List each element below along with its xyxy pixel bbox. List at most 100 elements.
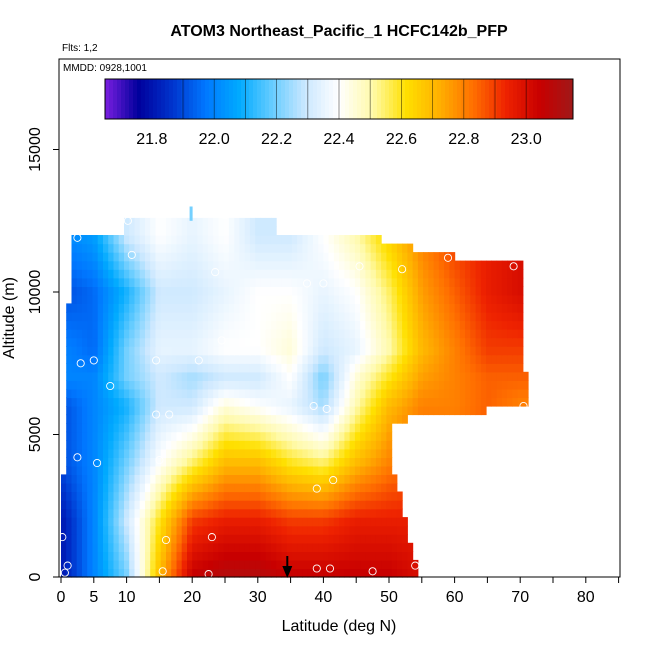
field-cell <box>323 525 330 535</box>
field-cell <box>318 559 324 570</box>
field-cell <box>150 465 156 475</box>
field-cell <box>286 354 293 364</box>
field-cell <box>297 354 303 364</box>
field-cell <box>297 252 303 262</box>
field-cell <box>412 337 419 347</box>
field-cell <box>307 431 314 441</box>
field-cell <box>150 329 156 339</box>
field-cell <box>76 354 83 364</box>
field-cell <box>297 380 303 390</box>
field-cell <box>129 482 135 493</box>
sample-point <box>63 561 72 570</box>
field-cell <box>428 371 435 381</box>
field-cell <box>444 260 450 270</box>
field-cell <box>265 551 272 561</box>
field-cell <box>323 337 330 347</box>
field-cell <box>291 303 298 313</box>
field-cell <box>192 525 198 535</box>
field-cell <box>145 423 151 433</box>
field-cell <box>223 252 230 262</box>
field-cell <box>87 243 93 253</box>
field-cell <box>517 311 524 322</box>
field-cell <box>181 235 188 245</box>
sample-point <box>217 336 226 345</box>
field-cell <box>239 243 246 253</box>
field-cell <box>375 491 382 501</box>
field-cell <box>192 217 198 228</box>
field-cell <box>265 252 272 262</box>
field-cell <box>276 525 282 535</box>
field-cell <box>318 269 324 279</box>
field-cell <box>312 423 319 433</box>
field-cell <box>344 303 351 313</box>
field-cell <box>134 559 141 570</box>
field-cell <box>171 269 177 279</box>
field-cell <box>234 286 240 296</box>
field-cell <box>260 235 267 245</box>
field-cell <box>291 380 298 390</box>
field-cell <box>417 406 424 416</box>
field-cell <box>249 440 256 450</box>
field-cell <box>92 474 99 484</box>
field-cell <box>160 448 167 458</box>
field-cell <box>344 414 351 424</box>
field-cell <box>228 252 235 262</box>
field-cell <box>396 414 403 424</box>
field-cell <box>124 269 130 279</box>
field-cell <box>160 423 167 433</box>
field-cell <box>228 508 235 518</box>
field-cell <box>470 354 477 364</box>
field-cell <box>92 440 99 450</box>
field-cell <box>370 235 377 245</box>
field-cell <box>249 397 256 407</box>
field-cell <box>391 406 398 416</box>
field-cell <box>375 286 382 296</box>
field-cell <box>129 491 135 501</box>
field-cell <box>244 252 251 262</box>
field-cell <box>118 440 125 450</box>
field-cell <box>103 406 109 416</box>
field-cell <box>265 542 272 552</box>
field-cell <box>187 397 193 407</box>
field-cell <box>391 346 398 356</box>
field-cell <box>302 491 309 501</box>
field-cell <box>129 294 135 304</box>
field-cell <box>228 235 235 245</box>
field-cell <box>396 568 403 578</box>
field-cell <box>255 431 261 441</box>
field-cell <box>270 243 277 253</box>
field-cell <box>61 500 67 510</box>
field-cell <box>312 243 319 253</box>
field-cell <box>249 303 256 313</box>
field-cell <box>449 371 456 381</box>
field-cell <box>417 320 424 330</box>
field-cell <box>118 294 125 304</box>
field-cell <box>103 346 109 356</box>
field-cell <box>71 448 78 458</box>
field-cell <box>103 363 109 373</box>
field-cell <box>402 380 408 390</box>
field-cell <box>92 363 99 373</box>
colorbar-swatch <box>157 79 162 119</box>
field-cell <box>260 286 267 296</box>
field-cell <box>160 491 167 501</box>
field-cell <box>339 388 345 399</box>
field-cell <box>113 414 120 424</box>
field-cell <box>197 277 204 287</box>
field-cell <box>139 457 146 467</box>
field-cell <box>223 286 230 296</box>
field-cell <box>423 388 429 399</box>
field-cell <box>228 260 235 270</box>
field-cell <box>71 423 78 433</box>
field-cell <box>97 329 104 339</box>
field-cell <box>349 448 356 458</box>
sample-point <box>211 268 220 277</box>
field-cell <box>234 448 240 458</box>
field-cell <box>244 448 251 458</box>
field-cell <box>66 568 72 578</box>
field-cell <box>160 311 167 322</box>
field-cell <box>412 311 419 322</box>
field-cell <box>166 414 172 424</box>
field-cell <box>171 525 177 535</box>
field-cell <box>260 363 267 373</box>
